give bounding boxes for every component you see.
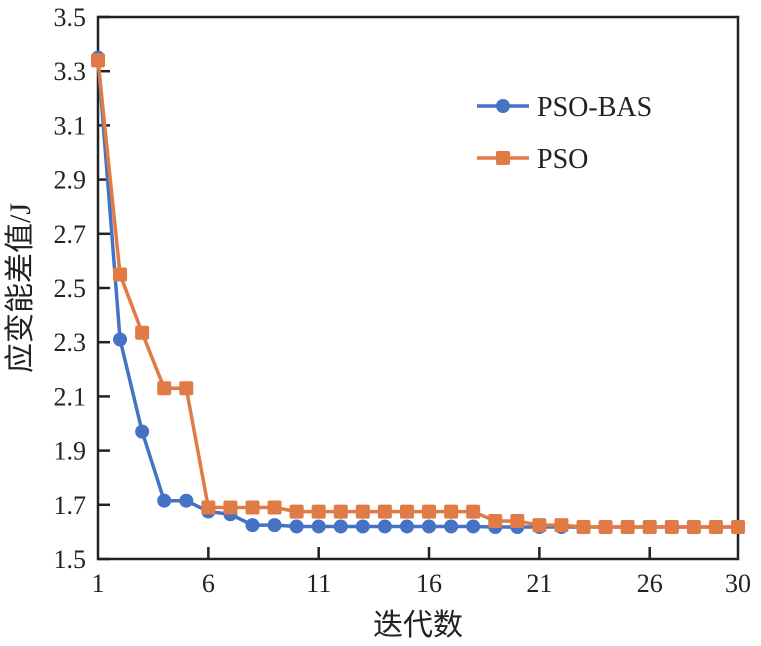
legend: PSO-BAS PSO	[477, 92, 652, 175]
data-point	[157, 381, 172, 396]
y-tick-label: 2.7	[54, 220, 87, 249]
data-point	[377, 519, 392, 534]
data-point	[157, 493, 172, 508]
x-tick-label: 30	[725, 569, 751, 598]
x-tick-label: 21	[526, 569, 552, 598]
series-line	[96, 57, 738, 529]
y-tick-label: 2.5	[54, 274, 87, 303]
tick-labels: 1.51.71.92.12.32.52.72.93.13.33.51 6 11 16 2…	[54, 3, 752, 598]
legend-label: PSO	[537, 144, 588, 175]
data-point	[311, 504, 326, 519]
data-point	[113, 332, 128, 347]
legend-marker-circle	[496, 99, 510, 113]
data-point	[399, 504, 414, 519]
data-point	[399, 519, 414, 534]
data-point	[598, 520, 613, 535]
data-point	[355, 519, 370, 534]
data-point	[311, 519, 326, 534]
x-tick-label: 11	[306, 569, 331, 598]
data-point	[355, 504, 370, 519]
legend-item: PSO	[477, 144, 588, 175]
data-point	[223, 500, 238, 515]
data-point	[289, 504, 304, 519]
data-point	[245, 518, 260, 533]
data-point	[664, 520, 679, 535]
data-point	[267, 500, 282, 515]
data-point	[642, 520, 657, 535]
series-pso-bas	[91, 50, 745, 535]
y-tick-label: 1.7	[54, 491, 87, 520]
data-point	[731, 520, 745, 535]
data-point	[532, 518, 547, 533]
y-tick-label: 2.3	[54, 328, 87, 357]
y-tick-label: 2.1	[54, 382, 87, 411]
y-tick-label: 3.5	[54, 3, 87, 32]
series-layer	[91, 50, 745, 535]
data-point	[708, 520, 723, 535]
data-point	[333, 519, 348, 534]
data-point	[113, 267, 128, 282]
data-point	[444, 519, 459, 534]
data-point	[422, 504, 437, 519]
data-point	[245, 500, 260, 515]
x-tick-label: 26	[637, 569, 663, 598]
y-tick-label: 2.9	[54, 166, 87, 195]
data-point	[576, 520, 591, 535]
data-point	[466, 519, 481, 534]
y-tick-label: 1.5	[54, 545, 87, 574]
legend-marker-square	[496, 151, 510, 165]
data-point	[466, 504, 481, 519]
data-point	[422, 519, 437, 534]
data-point	[135, 325, 150, 340]
x-tick-label: 1	[92, 569, 105, 598]
data-point	[333, 504, 348, 519]
y-tick-label: 3.3	[54, 57, 87, 86]
y-tick-label: 1.9	[54, 437, 87, 466]
y-axis-title: 应变能差值/J	[4, 203, 37, 373]
data-point	[620, 520, 635, 535]
series-pso	[91, 53, 745, 535]
data-point	[510, 514, 525, 529]
data-point	[91, 53, 105, 68]
x-axis-title: 迭代数	[373, 609, 463, 642]
data-point	[444, 504, 459, 519]
data-point	[289, 519, 304, 534]
data-point	[135, 424, 150, 439]
y-tick-label: 3.1	[54, 111, 87, 140]
x-tick-label: 16	[416, 569, 442, 598]
data-point	[267, 518, 282, 533]
data-point	[179, 493, 194, 508]
legend-item: PSO-BAS	[477, 92, 652, 123]
series-line	[96, 60, 738, 529]
x-tick-label: 6	[202, 569, 215, 598]
data-point	[686, 520, 701, 535]
legend-label: PSO-BAS	[537, 92, 652, 123]
data-point	[201, 500, 216, 515]
data-point	[179, 381, 194, 396]
axes	[96, 15, 740, 561]
data-point	[377, 504, 392, 519]
data-point	[488, 514, 503, 529]
data-point	[554, 518, 569, 533]
